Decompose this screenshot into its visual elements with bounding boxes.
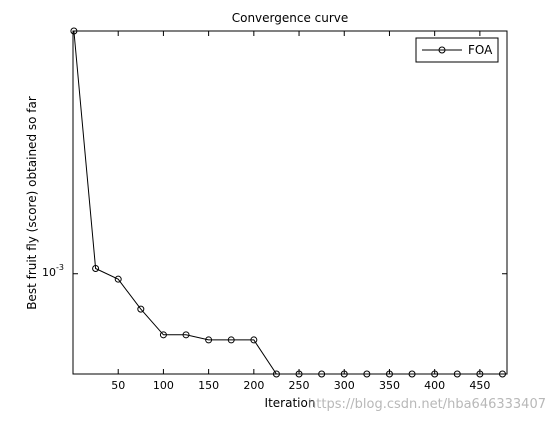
data-point-foa-75 <box>137 305 145 313</box>
data-point-foa-25 <box>92 264 100 272</box>
x-tick-label-250: 250 <box>289 379 310 392</box>
y-tick-base: 10 <box>42 266 56 279</box>
plot-frame <box>72 30 508 375</box>
x-axis-label: Iteration <box>265 396 316 410</box>
legend: FOA <box>415 37 499 63</box>
x-tick-label-100: 100 <box>153 379 174 392</box>
x-tick-label-150: 150 <box>198 379 219 392</box>
y-tick-exponent: -3 <box>56 263 64 272</box>
plot-area <box>73 31 507 374</box>
axis-ticks: 50 100 150 200 250 300 350 400 450 <box>73 31 507 392</box>
y-tick-label-1e-3: 10-3 <box>42 263 64 279</box>
data-point-foa-200 <box>250 336 258 344</box>
data-point-foa-125 <box>182 331 190 339</box>
y-axis-label: Best fruit fly (score) obtained so far <box>25 96 39 310</box>
legend-marker-sample <box>438 46 446 54</box>
x-tick-label-200: 200 <box>243 379 264 392</box>
legend-label-foa: FOA <box>468 43 493 57</box>
data-point-foa-50 <box>114 275 122 283</box>
chart-title: Convergence curve <box>232 11 349 25</box>
x-tick-label-350: 350 <box>379 379 400 392</box>
x-tick-label-50: 50 <box>111 379 125 392</box>
watermark-text: https://blog.csdn.net/hba646333407 <box>308 397 546 412</box>
data-point-foa-100 <box>159 331 167 339</box>
x-tick-label-300: 300 <box>334 379 355 392</box>
x-tick-label-450: 450 <box>469 379 490 392</box>
data-point-foa-150 <box>205 336 213 344</box>
x-tick-label-400: 400 <box>424 379 445 392</box>
data-point-foa-175 <box>227 336 235 344</box>
